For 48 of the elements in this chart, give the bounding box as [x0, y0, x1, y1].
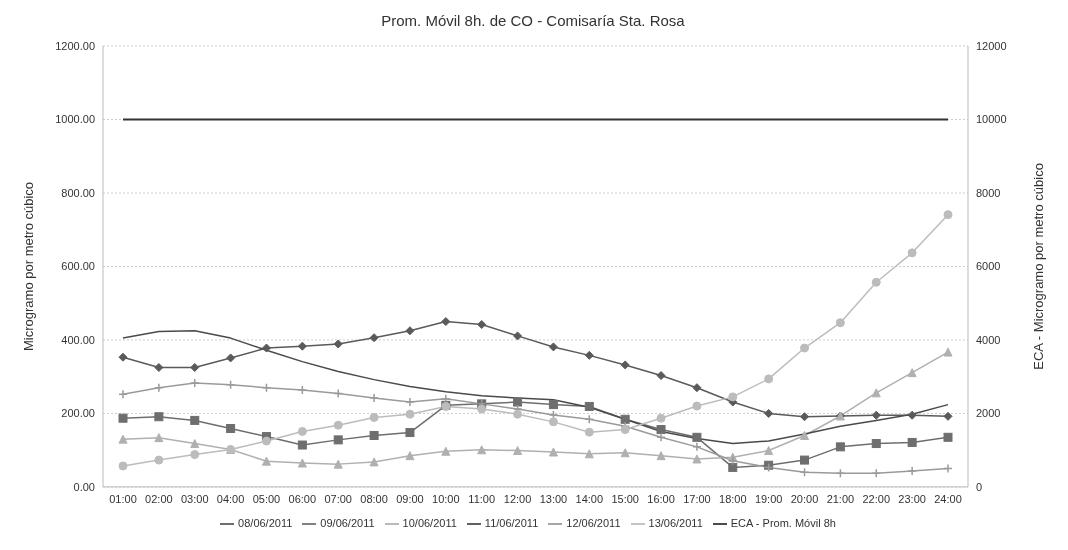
x-tick-label: 17:00 — [683, 492, 711, 505]
x-tick-label: 21:00 — [826, 492, 855, 505]
x-tick-label: 01:00 — [109, 492, 137, 505]
y2-tick-label: 0 — [976, 480, 983, 493]
x-tick-label: 07:00 — [324, 492, 352, 505]
legend-label: 10/06/2011 — [402, 516, 457, 529]
x-tick-label: 18:00 — [719, 492, 747, 505]
x-tick-label: 03:00 — [180, 492, 209, 505]
y-tick-label: 600.00 — [61, 260, 95, 273]
legend-label: ECA - Prom. Móvil 8h — [730, 516, 836, 529]
x-tick-label: 09:00 — [396, 492, 424, 505]
y2-axis-title: ECA - Microgramo por metro cúbico — [1030, 163, 1046, 370]
legend-label: 12/06/2011 — [566, 516, 621, 529]
y-tick-label: 400.00 — [61, 333, 95, 346]
x-tick-label: 02:00 — [145, 492, 173, 505]
legend-label: 11/06/2011 — [484, 516, 539, 529]
x-tick-label: 14:00 — [575, 492, 604, 505]
x-tick-label: 08:00 — [360, 492, 388, 505]
y2-tick-label: 6000 — [976, 260, 1001, 273]
y-tick-label: 0.00 — [73, 480, 95, 493]
x-tick-label: 11:00 — [468, 492, 496, 505]
x-tick-label: 15:00 — [611, 492, 639, 505]
chart-title: Prom. Móvil 8h. de CO - Comisaría Sta. Rosa — [380, 11, 686, 31]
x-tick-label: 22:00 — [862, 492, 891, 505]
y-tick-label: 200.00 — [61, 407, 95, 420]
legend-label: 13/06/2011 — [648, 516, 703, 529]
y2-tick-label: 12000 — [976, 39, 1007, 52]
x-tick-label: 20:00 — [790, 492, 819, 505]
y-axis-title: Microgramo por metro cúbico — [20, 181, 36, 351]
x-tick-label: 05:00 — [252, 492, 281, 505]
y2-tick-label: 10000 — [976, 113, 1007, 126]
x-tick-label: 16:00 — [647, 492, 675, 505]
y2-tick-label: 2000 — [976, 407, 1001, 420]
y2-tick-label: 4000 — [976, 333, 1001, 346]
legend-label: 09/06/2011 — [320, 516, 375, 529]
x-tick-label: 12:00 — [503, 492, 532, 505]
y-tick-label: 1000.00 — [55, 113, 95, 126]
x-tick-label: 24:00 — [934, 492, 962, 505]
x-tick-label: 13:00 — [539, 492, 568, 505]
legend-label: 08/06/2011 — [238, 516, 293, 529]
y-tick-label: 1200.00 — [55, 39, 95, 52]
x-tick-label: 06:00 — [288, 492, 317, 505]
y2-tick-label: 8000 — [976, 186, 1001, 199]
x-tick-label: 19:00 — [754, 492, 783, 505]
x-tick-label: 04:00 — [216, 492, 245, 505]
x-tick-label: 10:00 — [432, 492, 460, 505]
x-tick-label: 23:00 — [898, 492, 926, 505]
y-tick-label: 800.00 — [61, 186, 95, 199]
